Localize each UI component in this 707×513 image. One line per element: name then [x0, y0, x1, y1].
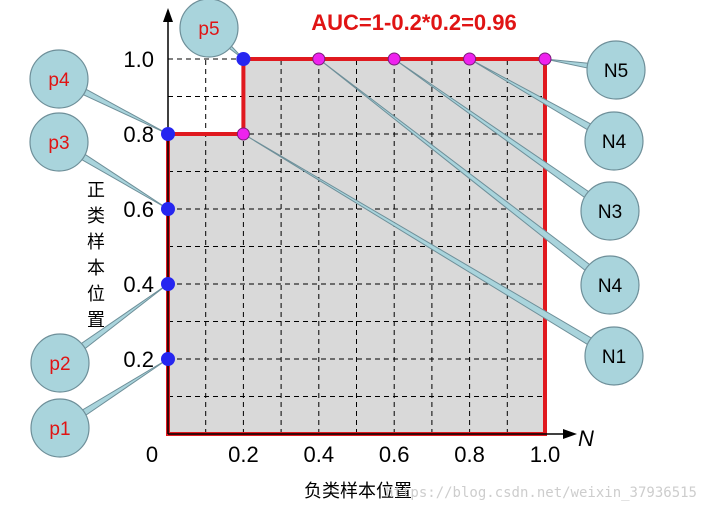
point-layer [161, 52, 552, 366]
data-point-n1 [236, 127, 250, 141]
callout-bubble [586, 40, 646, 100]
axis-layer: 0 0.2 0.4 0.6 0.8 1.0 0.2 0.4 0.6 0.8 1.0 正类样本位置 [87, 8, 577, 467]
x-tick-label: 0.6 [379, 442, 410, 467]
callout-bubble [29, 112, 89, 172]
callout-label: N1 [602, 347, 626, 368]
data-point-p4 [161, 127, 175, 141]
y-tick-label: 0.6 [123, 197, 154, 222]
callout-label: N4 [602, 132, 627, 153]
y-tick-label: 0.4 [123, 272, 154, 297]
x-axis-symbol: N [578, 426, 594, 451]
callout-bubble [584, 326, 644, 386]
callout-label: N4 [598, 276, 623, 297]
callout-bubble [29, 49, 89, 109]
callout-label: p2 [49, 354, 70, 375]
x-tick-label: 0 [146, 442, 158, 467]
callout-label: p5 [198, 19, 219, 40]
callout-bubble [584, 111, 644, 171]
x-tick-label: 0.4 [304, 442, 335, 467]
callout-bubble [179, 0, 239, 58]
data-point-p3 [161, 202, 175, 216]
watermark: https://blog.csdn.net/weixin_37936515 [385, 485, 697, 501]
callout-bubble [580, 255, 640, 315]
x-axis-title: 负类样本位置 [304, 481, 412, 502]
data-point-n5 [538, 52, 552, 66]
y-tick-label: 0.8 [123, 122, 154, 147]
data-point-n4 [312, 52, 326, 66]
y-tick-label: 0.2 [123, 347, 154, 372]
data-point-p2 [161, 277, 175, 291]
callout-label: p4 [48, 70, 70, 91]
callout-bubble [580, 181, 640, 241]
data-point-p1 [161, 352, 175, 366]
auc-area [168, 59, 545, 434]
x-tick-label: 1.0 [530, 442, 561, 467]
y-tick-label: 1.0 [123, 47, 154, 72]
callout-label: N5 [604, 61, 628, 82]
callout-label: p3 [48, 133, 69, 154]
callout-layer: p1 p2 p3 p4 N1 p5 N4 N3 N4 N5 [29, 0, 646, 458]
x-tick-label: 0.2 [228, 442, 259, 467]
leader-layer [56, 24, 618, 433]
callout-label: N3 [598, 202, 622, 223]
data-point-n3 [387, 52, 401, 66]
y-axis-arrow [163, 8, 173, 22]
chart-title: AUC=1-0.2*0.2=0.96 [311, 10, 516, 35]
x-axis-arrow [563, 429, 577, 439]
y-axis-title: 正类样本位置 [87, 180, 105, 331]
data-point-n4 [463, 52, 477, 66]
area-layer [168, 59, 545, 434]
callout-bubble [30, 333, 90, 393]
data-point-p5 [236, 52, 251, 66]
x-tick-label: 0.8 [454, 442, 485, 467]
callout-bubble [30, 398, 90, 458]
callout-label: p1 [49, 419, 70, 440]
